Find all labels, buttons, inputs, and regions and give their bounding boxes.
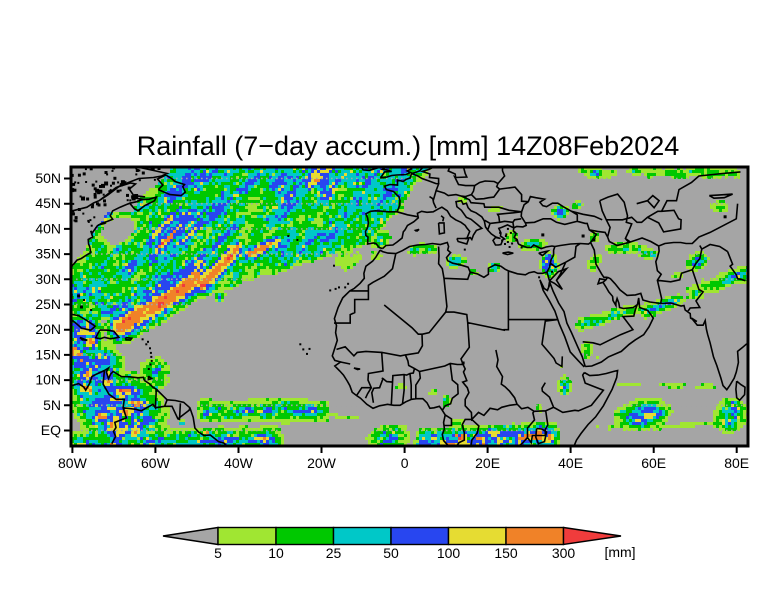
- svg-text:30N: 30N: [35, 271, 61, 287]
- svg-text:[mm]: [mm]: [604, 544, 635, 560]
- svg-text:60E: 60E: [641, 455, 666, 471]
- svg-text:25N: 25N: [35, 296, 61, 312]
- svg-text:60W: 60W: [141, 455, 171, 471]
- svg-text:80W: 80W: [58, 455, 88, 471]
- svg-text:0: 0: [401, 455, 409, 471]
- svg-text:5N: 5N: [43, 397, 61, 413]
- svg-text:300: 300: [552, 545, 576, 561]
- svg-text:5: 5: [214, 545, 222, 561]
- svg-text:150: 150: [494, 545, 518, 561]
- svg-text:40N: 40N: [35, 220, 61, 236]
- svg-text:35N: 35N: [35, 246, 61, 262]
- svg-text:Rainfall (7−day accum.) [mm] 1: Rainfall (7−day accum.) [mm] 14Z08Feb202…: [137, 131, 680, 161]
- svg-text:20W: 20W: [307, 455, 337, 471]
- svg-text:EQ: EQ: [41, 422, 61, 438]
- svg-text:20E: 20E: [475, 455, 500, 471]
- svg-text:45N: 45N: [35, 195, 61, 211]
- svg-text:15N: 15N: [35, 346, 61, 362]
- svg-text:20N: 20N: [35, 321, 61, 337]
- svg-text:40E: 40E: [558, 455, 583, 471]
- svg-text:10: 10: [268, 545, 284, 561]
- svg-text:100: 100: [437, 545, 461, 561]
- svg-text:10N: 10N: [35, 372, 61, 388]
- svg-text:40W: 40W: [224, 455, 254, 471]
- svg-text:25: 25: [326, 545, 342, 561]
- svg-text:80E: 80E: [724, 455, 749, 471]
- svg-text:50: 50: [383, 545, 399, 561]
- svg-text:50N: 50N: [35, 170, 61, 186]
